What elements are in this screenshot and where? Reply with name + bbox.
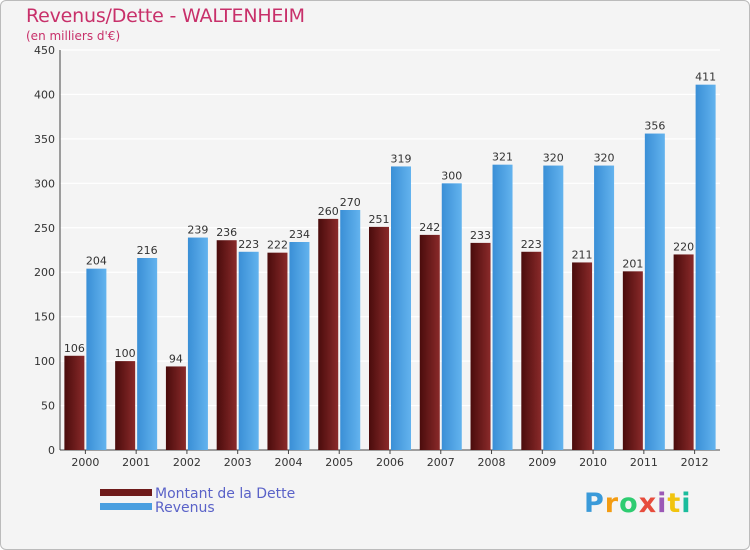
data-label-dette: 94 — [169, 352, 183, 365]
logo-letter: r — [604, 488, 620, 519]
data-label-dette: 220 — [673, 240, 694, 253]
bar-revenus — [644, 133, 665, 451]
x-tick-label: 2003 — [224, 456, 252, 469]
data-label-dette: 100 — [115, 347, 136, 360]
y-tick-label: 100 — [34, 355, 55, 368]
y-tick-label: 150 — [34, 311, 55, 324]
logo-letter: i — [657, 488, 668, 519]
bar-revenus — [441, 183, 462, 451]
data-label-revenus: 270 — [340, 196, 361, 209]
bar-dette — [521, 251, 542, 450]
data-label-dette: 236 — [216, 226, 237, 239]
bar-revenus — [289, 242, 310, 450]
x-tick-label: 2006 — [376, 456, 404, 469]
data-label-dette: 251 — [369, 213, 390, 226]
y-tick-label: 300 — [34, 177, 55, 190]
data-label-revenus: 320 — [543, 152, 564, 165]
bar-dette — [165, 366, 186, 450]
data-label-revenus: 319 — [391, 152, 412, 165]
bar-dette — [572, 262, 593, 450]
bar-dette — [369, 226, 389, 450]
logo-letter: o — [619, 488, 639, 519]
x-tick-label: 2004 — [274, 456, 302, 469]
bar-dette — [470, 242, 491, 450]
data-label-revenus: 321 — [492, 151, 513, 164]
data-label-dette: 233 — [470, 229, 491, 242]
bar-revenus — [86, 268, 107, 450]
data-label-revenus: 234 — [289, 228, 310, 241]
x-tick-label: 2008 — [478, 456, 506, 469]
data-label-revenus: 239 — [187, 224, 208, 237]
data-label-revenus: 300 — [441, 169, 462, 182]
proxiti-logo: Proxiti — [584, 488, 692, 519]
legend-label-dette: Montant de la Dette — [155, 486, 296, 502]
data-label-dette: 223 — [521, 238, 542, 251]
data-label-dette: 260 — [318, 205, 339, 218]
y-tick-label: 50 — [41, 400, 55, 413]
y-tick-label: 450 — [34, 44, 55, 57]
x-tick-label: 2005 — [325, 456, 353, 469]
data-label-revenus: 204 — [86, 255, 107, 268]
data-label-dette: 242 — [419, 221, 440, 234]
legend-swatch-dette — [100, 489, 152, 496]
bar-revenus — [543, 165, 564, 451]
bar-dette — [216, 240, 237, 450]
y-tick-label: 0 — [48, 444, 55, 457]
data-label-revenus: 223 — [238, 238, 259, 251]
x-tick-label: 2010 — [579, 456, 607, 469]
data-label-revenus: 320 — [594, 152, 615, 165]
data-label-revenus: 411 — [695, 71, 716, 84]
data-label-revenus: 356 — [644, 120, 665, 133]
legend-swatch-revenus — [100, 503, 152, 510]
y-tick-label: 200 — [34, 266, 55, 279]
logo-letter: P — [584, 488, 605, 519]
bar-revenus — [187, 237, 208, 450]
logo-letter: i — [681, 488, 692, 519]
x-tick-label: 2012 — [681, 456, 709, 469]
bar-revenus — [340, 210, 361, 450]
y-tick-label: 400 — [34, 88, 55, 101]
x-tick-label: 2000 — [71, 456, 99, 469]
bar-dette — [419, 234, 440, 450]
y-tick-label: 350 — [34, 133, 55, 146]
data-label-dette: 201 — [622, 257, 643, 270]
x-tick-label: 2011 — [630, 456, 658, 469]
data-label-revenus: 216 — [137, 244, 158, 257]
bar-dette — [64, 355, 85, 450]
data-label-dette: 106 — [64, 342, 85, 355]
data-label-dette: 222 — [267, 239, 288, 252]
bar-revenus — [594, 165, 615, 451]
bar-dette — [267, 252, 288, 450]
legend-label-revenus: Revenus — [155, 500, 215, 516]
data-label-dette: 211 — [572, 248, 593, 261]
x-tick-label: 2002 — [173, 456, 201, 469]
logo-letter: t — [667, 488, 682, 519]
bar-dette — [673, 254, 694, 450]
bar-revenus — [391, 166, 411, 450]
bar-revenus — [238, 251, 259, 450]
bar-dette — [622, 271, 643, 450]
bar-revenus — [137, 258, 158, 450]
bar-dette — [115, 361, 136, 450]
bar-revenus — [492, 164, 513, 450]
y-tick-label: 250 — [34, 222, 55, 235]
x-tick-label: 2009 — [528, 456, 556, 469]
x-tick-label: 2001 — [122, 456, 150, 469]
logo-letter: x — [638, 488, 658, 519]
x-tick-label: 2007 — [427, 456, 455, 469]
chart-subtitle: (en milliers d'€) — [26, 29, 121, 43]
bar-dette — [318, 218, 339, 450]
bar-revenus — [695, 84, 716, 451]
chart-title: Revenus/Dette - WALTENHEIM — [26, 5, 305, 27]
